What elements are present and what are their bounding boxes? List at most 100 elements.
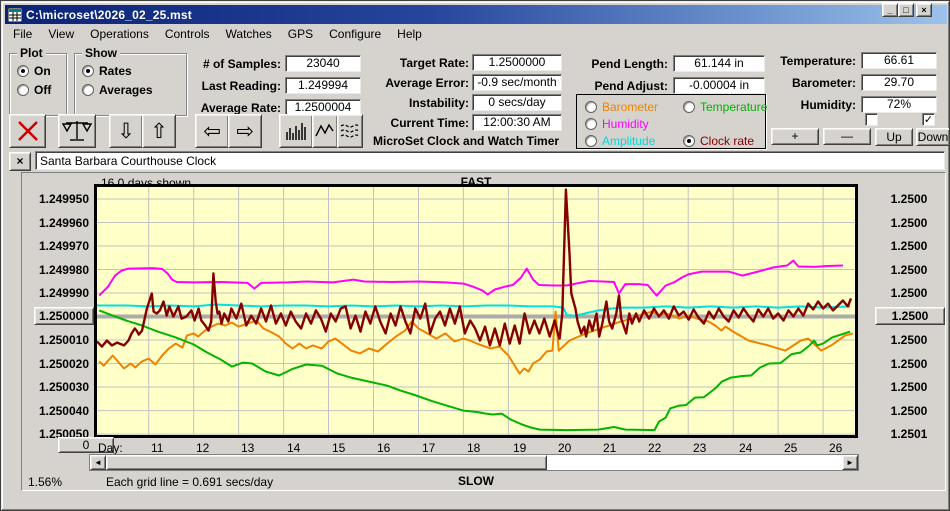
menu-item-file[interactable]: File	[13, 26, 33, 41]
balance-button[interactable]	[58, 114, 96, 148]
plot-area[interactable]	[94, 184, 858, 438]
current-time-label: Current Time:	[390, 116, 469, 130]
day-tick: 15	[332, 441, 346, 455]
radio-dot	[17, 84, 29, 96]
maximize-button[interactable]: □	[898, 3, 914, 17]
down-button[interactable]: Down	[916, 128, 949, 146]
scrollbar-left-arrow[interactable]: ◄	[90, 455, 106, 470]
right-axis-tick: 1.2500	[890, 333, 928, 347]
chart-scrollbar[interactable]: ◄ ►	[89, 454, 859, 471]
day-tick: 19	[513, 441, 527, 455]
radio-series-barometer[interactable]: Barometer	[585, 100, 658, 114]
checkbox-right[interactable]: ✓	[922, 113, 935, 126]
rate-plot-button[interactable]	[312, 114, 338, 148]
series-selector-box	[576, 94, 766, 149]
right-axis-tick: 1.2500	[890, 216, 928, 230]
day-tick: 12	[196, 441, 210, 455]
scrollbar-thumb[interactable]	[106, 455, 547, 470]
pend-adjust-label: Pend Adjust:	[594, 79, 668, 93]
checkbox-left[interactable]	[865, 113, 878, 126]
radio-series-clock-rate[interactable]: Clock rate	[683, 134, 754, 148]
humidity-value[interactable]: 72%	[861, 96, 937, 113]
menu-item-view[interactable]: View	[48, 26, 75, 41]
samples-label: # of Samples:	[202, 57, 281, 71]
left-arrow-icon: ⇦	[203, 119, 221, 143]
left-axis-tick: 1.249980	[38, 263, 89, 277]
delete-button[interactable]	[9, 114, 46, 148]
pend-adjust-value[interactable]: -0.00004 in	[673, 77, 765, 94]
menu-item-operations[interactable]: Operations	[90, 26, 149, 41]
right-arrow-icon: ⇨	[236, 119, 254, 143]
clear-name-button[interactable]: ×	[9, 152, 31, 171]
window-title: C:\microset\2026_02_25.mst	[26, 7, 192, 22]
menu-item-watches[interactable]: Watches	[225, 26, 272, 41]
current-time-value[interactable]: 12:00:30 AM	[472, 114, 562, 131]
radio-dot	[683, 101, 695, 113]
radio-series-temperature[interactable]: Temperature	[683, 100, 767, 114]
day-tick: 26	[829, 441, 843, 455]
radio-plot-on-label: On	[34, 64, 51, 78]
right-axis-tick: 1.2500	[890, 286, 928, 300]
radio-series-humidity[interactable]: Humidity	[585, 117, 649, 131]
left-axis-tick: 1.249960	[38, 216, 89, 230]
average-rate-label: Average Rate:	[200, 101, 281, 115]
day-axis-label: Day:	[98, 441, 123, 455]
day-tick: 23	[693, 441, 707, 455]
titlebar[interactable]: C:\microset\2026_02_25.mst	[5, 5, 947, 24]
scroll-right-button[interactable]: ⇨	[228, 114, 262, 148]
last-reading-value[interactable]: 1.249994	[285, 77, 361, 94]
scrollbar-right-arrow[interactable]: ►	[842, 455, 858, 470]
shift-up-button[interactable]: ⇧	[142, 114, 176, 148]
minimize-button[interactable]: _	[882, 3, 898, 17]
menu-item-help[interactable]: Help	[397, 26, 422, 41]
left-axis-tick: 1.250030	[38, 380, 89, 394]
right-axis-zero-button[interactable]: 1.2500	[875, 307, 945, 325]
zero-button[interactable]: 0	[58, 437, 114, 453]
smooth-lines-button[interactable]	[337, 114, 363, 148]
histogram-button[interactable]	[279, 114, 313, 148]
samples-value[interactable]: 23040	[285, 55, 361, 72]
menu-item-configure[interactable]: Configure	[329, 26, 382, 41]
right-axis-tick: 1.2500	[890, 239, 928, 253]
average-error-value[interactable]: -0.9 sec/month	[472, 74, 562, 91]
left-axis-tick: 1.249950	[38, 192, 89, 206]
instability-value[interactable]: 0 secs/day	[472, 94, 562, 111]
left-axis-tick: 1.250020	[38, 357, 89, 371]
left-axis-zero-button[interactable]: 1.250000	[34, 307, 94, 325]
target-rate-label: Target Rate:	[399, 56, 469, 70]
right-axis-tick: 1.2500	[890, 380, 928, 394]
radio-dot	[82, 65, 94, 77]
minus-button[interactable]: —	[823, 128, 871, 145]
radio-series-barometer-label: Barometer	[602, 100, 659, 114]
menu-item-controls[interactable]: Controls	[164, 26, 210, 41]
clock-name-input[interactable]	[35, 151, 945, 170]
app-icon	[8, 7, 22, 22]
radio-show-rates[interactable]: Rates	[82, 64, 132, 78]
chart-svg	[97, 187, 855, 435]
temperature-value[interactable]: 66.61	[861, 52, 937, 69]
menu-item-gps[interactable]: GPS	[287, 26, 314, 41]
wavy-lines-icon	[340, 124, 360, 138]
radio-plot-off[interactable]: Off	[17, 83, 51, 97]
day-tick: 20	[558, 441, 572, 455]
radio-series-amplitude[interactable]: Amplitude	[585, 134, 655, 148]
target-rate-value[interactable]: 1.2500000	[472, 54, 562, 71]
balance-scale-icon	[62, 121, 92, 141]
shift-down-button[interactable]: ⇩	[109, 114, 143, 148]
radio-show-averages[interactable]: Averages	[82, 83, 153, 97]
barometer-value[interactable]: 29.70	[861, 74, 937, 91]
radio-show-rates-label: Rates	[99, 64, 132, 78]
up-button[interactable]: Up	[875, 128, 913, 146]
pend-length-value[interactable]: 61.144 in	[673, 55, 765, 72]
radio-dot	[585, 101, 597, 113]
plus-button[interactable]: +	[771, 128, 819, 145]
radio-dot	[17, 65, 29, 77]
radio-show-averages-label: Averages	[99, 83, 153, 97]
radio-plot-off-label: Off	[34, 83, 52, 97]
day-tick: 22	[648, 441, 662, 455]
close-button[interactable]: ×	[916, 3, 932, 17]
percent-label: 1.56%	[28, 475, 63, 489]
scroll-left-button[interactable]: ⇦	[195, 114, 229, 148]
radio-plot-on[interactable]: On	[17, 64, 51, 78]
